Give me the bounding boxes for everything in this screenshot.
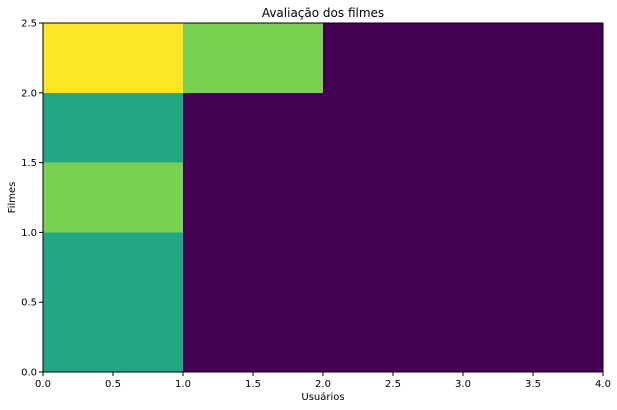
heatmap-cell — [183, 92, 323, 163]
heatmap-cell — [183, 232, 323, 372]
heatmap-cell — [463, 232, 603, 372]
heatmap-cell — [463, 92, 603, 163]
y-tick-label: 0.0 — [21, 368, 37, 379]
heatmap-cell — [43, 92, 183, 163]
x-tick-label: 3.0 — [455, 379, 471, 390]
heatmap-cell — [323, 23, 463, 93]
heatmap-cell — [463, 23, 603, 93]
y-tick-label: 2.0 — [21, 88, 37, 99]
x-axis-ticks: 0.0 0.5 1.0 1.5 2.0 2.5 3.0 3.5 4.0 — [35, 372, 611, 390]
heatmap-cell — [323, 162, 463, 233]
heatmap-cell — [43, 232, 183, 372]
heatmap-cells — [43, 23, 603, 372]
x-tick-label: 1.5 — [245, 379, 261, 390]
heatmap-cell — [183, 162, 323, 233]
y-tick-label: 1.0 — [21, 228, 37, 239]
heatmap-cell — [183, 23, 323, 93]
heatmap-cell — [463, 162, 603, 233]
x-axis-label: Usuários — [301, 391, 344, 403]
x-tick-label: 2.0 — [315, 379, 331, 390]
heatmap-cell — [323, 92, 463, 163]
x-tick-label: 0.5 — [105, 379, 121, 390]
x-tick-label: 1.0 — [175, 379, 191, 390]
x-tick-label: 0.0 — [35, 379, 51, 390]
heatmap-cell — [43, 23, 183, 93]
heatmap-cell — [43, 162, 183, 233]
y-axis-label: Filmes — [7, 182, 18, 214]
y-tick-label: 0.5 — [21, 298, 37, 309]
chart-title: Avaliação dos filmes — [262, 6, 384, 20]
y-tick-label: 2.5 — [21, 19, 37, 30]
x-tick-label: 4.0 — [595, 379, 611, 390]
x-tick-label: 2.5 — [385, 379, 401, 390]
y-axis-ticks: 0.0 0.5 1.0 1.5 2.0 2.5 — [21, 19, 43, 379]
y-tick-label: 1.5 — [21, 158, 37, 169]
heatmap-cell — [323, 232, 463, 372]
x-tick-label: 3.5 — [525, 379, 541, 390]
